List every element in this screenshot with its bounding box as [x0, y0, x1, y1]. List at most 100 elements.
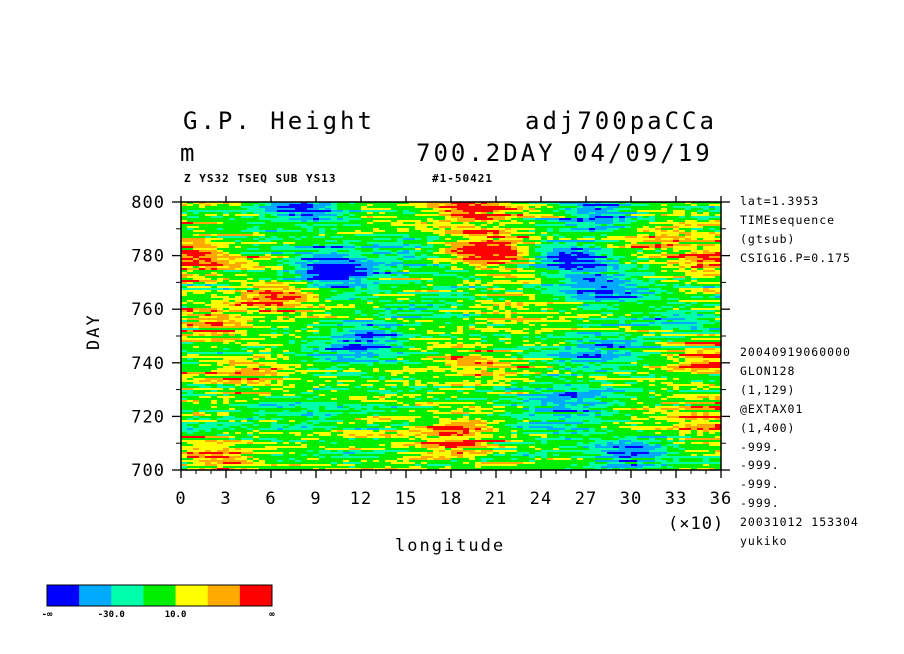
heatmap-cell — [595, 286, 602, 289]
heatmap-cell — [469, 286, 476, 289]
heatmap-cell — [481, 310, 488, 313]
heatmap-cell — [637, 272, 644, 275]
heatmap-cell — [403, 206, 410, 209]
heatmap-cell — [451, 212, 458, 215]
heatmap-cell — [295, 222, 302, 225]
heatmap-cell — [223, 228, 230, 231]
heatmap-cell — [553, 292, 560, 295]
heatmap-cell — [295, 254, 302, 257]
heatmap-cell — [457, 230, 464, 233]
heatmap-cell — [403, 260, 410, 263]
heatmap-cell — [553, 218, 560, 221]
heatmap-cell — [247, 260, 254, 263]
heatmap-cell — [355, 220, 362, 223]
heatmap-cell — [535, 276, 542, 279]
heatmap-cell — [559, 238, 566, 241]
heatmap-cell — [403, 252, 410, 255]
heatmap-cell — [661, 238, 668, 241]
heatmap-cell — [655, 268, 662, 271]
heatmap-cell — [181, 298, 188, 301]
heatmap-cell — [583, 276, 590, 279]
heatmap-cell — [349, 232, 356, 235]
heatmap-cell — [241, 216, 248, 219]
heatmap-cell — [631, 264, 638, 267]
heatmap-cell — [499, 230, 506, 233]
heatmap-cell — [181, 262, 188, 265]
heatmap-cell — [289, 282, 296, 285]
heatmap-cell — [391, 204, 398, 207]
heatmap-cell — [265, 258, 272, 261]
heatmap-cell — [325, 312, 332, 315]
heatmap-cell — [667, 258, 674, 261]
heatmap-cell — [511, 262, 518, 265]
heatmap-cell — [685, 242, 692, 245]
heatmap-cell — [679, 260, 686, 263]
heatmap-cell — [709, 204, 716, 207]
heatmap-cell — [703, 280, 710, 283]
heatmap-cell — [481, 216, 488, 219]
heatmap-cell — [625, 256, 632, 259]
heatmap-cell — [595, 250, 602, 253]
heatmap-cell — [457, 270, 464, 273]
heatmap-cell — [589, 218, 596, 221]
heatmap-cell — [643, 256, 650, 259]
heatmap-cell — [283, 308, 290, 311]
heatmap-cell — [181, 208, 188, 211]
heatmap-cell — [337, 288, 344, 291]
heatmap-cell — [715, 300, 721, 303]
heatmap-cell — [643, 214, 650, 217]
heatmap-cell — [307, 210, 314, 213]
heatmap-cell — [577, 278, 584, 281]
heatmap-cell — [583, 264, 590, 267]
heatmap-cell — [643, 222, 650, 225]
heatmap-cell — [697, 278, 704, 281]
heatmap-cell — [541, 232, 548, 235]
heatmap-cell — [379, 234, 386, 237]
heatmap-cell — [487, 272, 494, 275]
heatmap-cell — [457, 242, 464, 245]
heatmap-cell — [271, 234, 278, 237]
heatmap-cell — [211, 308, 218, 311]
heatmap-cell — [529, 238, 536, 241]
heatmap-cell — [415, 240, 422, 243]
heatmap-cell — [385, 230, 392, 233]
heatmap-cell — [661, 226, 668, 229]
heatmap-cell — [415, 254, 422, 257]
heatmap-cell — [319, 252, 326, 255]
heatmap-cell — [289, 226, 296, 229]
heatmap-cell — [679, 214, 686, 217]
heatmap-cell — [445, 278, 452, 281]
heatmap-cell — [379, 276, 386, 279]
heatmap-cell — [223, 280, 230, 283]
heatmap-cell — [667, 300, 674, 303]
heatmap-cell — [469, 266, 476, 269]
heatmap-cell — [535, 272, 542, 275]
heatmap-cell — [445, 212, 452, 215]
heatmap-cell — [487, 238, 494, 241]
heatmap-cell — [289, 272, 296, 275]
heatmap-cell — [613, 272, 620, 275]
heatmap-cell — [607, 250, 614, 253]
heatmap-cell — [469, 246, 476, 249]
heatmap-cell — [295, 218, 302, 221]
heatmap-cell — [649, 292, 656, 295]
heatmap-cell — [205, 306, 212, 309]
heatmap-cell — [493, 212, 500, 215]
heatmap-cell — [397, 222, 404, 225]
heatmap-cell — [349, 210, 356, 213]
heatmap-cell — [655, 242, 662, 245]
heatmap-cell — [709, 306, 716, 309]
heatmap-cell — [361, 248, 368, 251]
heatmap-cell — [403, 274, 410, 277]
heatmap-cell — [271, 254, 278, 257]
heatmap-cell — [367, 212, 374, 215]
heatmap-cell — [553, 288, 560, 291]
heatmap-cell — [283, 222, 290, 225]
heatmap-cell — [397, 290, 404, 293]
heatmap-cell — [253, 214, 260, 217]
heatmap-cell — [217, 228, 224, 231]
heatmap-cell — [469, 268, 476, 271]
heatmap-cell — [697, 230, 704, 233]
heatmap-cell — [457, 286, 464, 289]
heatmap-cell — [337, 312, 344, 315]
